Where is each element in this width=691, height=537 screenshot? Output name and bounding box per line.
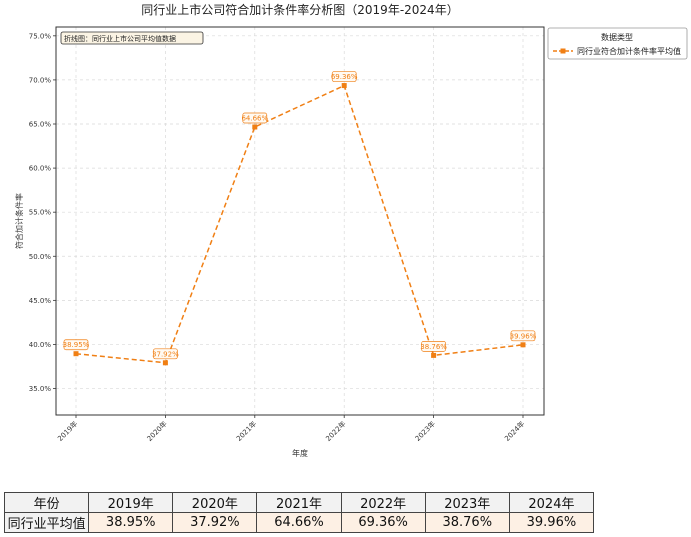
data-label: 38.95% bbox=[63, 341, 90, 349]
data-label-box bbox=[510, 330, 536, 342]
data-point bbox=[520, 342, 526, 348]
legend: 数据类型 同行业符合加计条件率平均值 bbox=[547, 27, 688, 60]
x-tick-label: 2024年 bbox=[502, 419, 526, 443]
data-label: 69.36% bbox=[331, 73, 358, 81]
y-axis-label: 符合加计条件率 bbox=[14, 193, 24, 249]
data-point bbox=[252, 124, 258, 130]
y-tick-label: 65.0% bbox=[29, 121, 52, 129]
data-label: 38.76% bbox=[420, 343, 447, 351]
table-cell: 38.76% bbox=[424, 512, 510, 533]
table-header-cell: 2024年 bbox=[508, 492, 595, 513]
grid bbox=[56, 27, 544, 415]
series-layer: 38.95% 37.92% 64.66% 69.36% 38.76% 39.96% bbox=[63, 71, 537, 366]
table-header-row: 年份 2019年 2020年 2021年 2022年 2023年 2024年 bbox=[3, 492, 595, 513]
y-tick-label: 55.0% bbox=[29, 209, 52, 217]
y-tick-label: 70.0% bbox=[29, 76, 52, 84]
data-point bbox=[73, 351, 79, 357]
legend-title: 数据类型 bbox=[601, 32, 633, 42]
data-label: 39.96% bbox=[510, 332, 537, 340]
y-tick-label: 75.0% bbox=[29, 32, 52, 40]
table-header-cell: 2020年 bbox=[172, 492, 258, 513]
table-row: 同行业平均值 38.95% 37.92% 64.66% 69.36% 38.76… bbox=[3, 512, 595, 533]
data-label: 64.66% bbox=[241, 114, 268, 122]
table-cell: 37.92% bbox=[172, 512, 258, 533]
chart-title: 同行业上市公司符合加计条件率分析图（2019年-2024年） bbox=[141, 2, 458, 17]
table-header-cell: 2021年 bbox=[256, 492, 342, 513]
x-tick-label: 2022年 bbox=[324, 419, 348, 443]
x-axis: 2019年 2020年 2021年 2022年 2023年 2024年 bbox=[55, 415, 526, 443]
legend-frame bbox=[547, 27, 688, 60]
table-header-cell: 2019年 bbox=[88, 492, 174, 513]
y-axis: 35.0% 40.0% 45.0% 50.0% 55.0% 60.0% 65.0% 70.0%… bbox=[29, 32, 56, 393]
y-tick-label: 45.0% bbox=[29, 297, 52, 305]
annotation-text: 折线图：同行业上市公司平均值数据 bbox=[64, 34, 176, 43]
data-label: 37.92% bbox=[152, 350, 179, 358]
data-point bbox=[162, 360, 168, 366]
table-row-label: 同行业平均值 bbox=[3, 512, 90, 533]
table-header-cell: 年份 bbox=[3, 492, 90, 513]
data-table: 年份 2019年 2020年 2021年 2022年 2023年 2024年 同… bbox=[3, 492, 595, 533]
table-cell: 39.96% bbox=[508, 512, 595, 533]
y-tick-label: 50.0% bbox=[29, 253, 52, 261]
y-tick-label: 60.0% bbox=[29, 165, 52, 173]
data-label-box bbox=[421, 341, 446, 352]
x-tick-label: 2019年 bbox=[55, 419, 79, 443]
x-axis-label: 年度 bbox=[292, 448, 308, 458]
data-point bbox=[431, 352, 437, 358]
data-label-box bbox=[153, 348, 178, 360]
x-tick-label: 2021年 bbox=[234, 419, 258, 443]
data-label-box bbox=[331, 71, 357, 82]
table-cell: 38.95% bbox=[88, 512, 174, 533]
table-header-cell: 2023年 bbox=[424, 492, 510, 513]
data-label-box bbox=[63, 339, 89, 351]
data-point bbox=[341, 83, 347, 89]
x-tick-label: 2023年 bbox=[413, 419, 437, 443]
legend-marker-swatch bbox=[560, 48, 566, 54]
chart: 同行业上市公司符合加计条件率分析图（2019年-2024年） 35.0% 40.0… bbox=[14, 2, 688, 458]
table-cell: 64.66% bbox=[256, 512, 342, 533]
table-cell: 69.36% bbox=[340, 512, 426, 533]
table-header-cell: 2022年 bbox=[340, 492, 426, 513]
series-line bbox=[75, 84, 524, 364]
annotation-box: 折线图：同行业上市公司平均值数据 bbox=[60, 31, 204, 45]
plot-frame bbox=[55, 26, 545, 416]
y-tick-label: 40.0% bbox=[29, 341, 52, 349]
x-tick-label: 2020年 bbox=[145, 419, 169, 443]
legend-entry: 同行业符合加计条件率平均值 bbox=[577, 46, 681, 56]
y-tick-label: 35.0% bbox=[29, 385, 52, 393]
data-label-box bbox=[242, 112, 268, 124]
